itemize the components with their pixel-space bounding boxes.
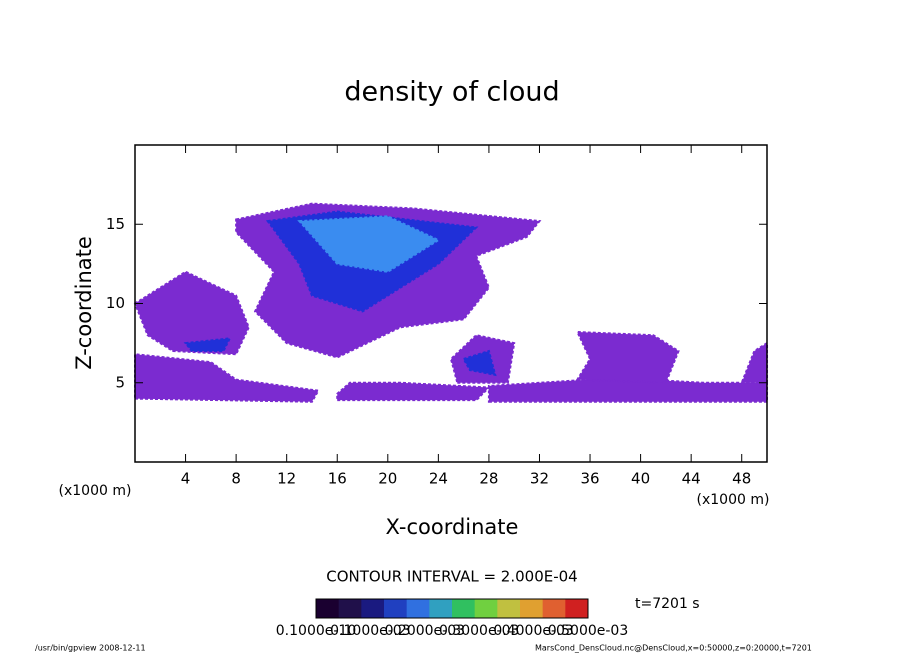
colorbar-label: 0.3000e-03 (439, 623, 519, 639)
x-tick-label: 24 (429, 470, 448, 488)
colorbar-cell (565, 599, 589, 618)
cloud-region (134, 353, 320, 403)
colorbar-cell (452, 599, 476, 618)
chart-title: density of cloud (344, 77, 559, 108)
colorbar-label: 0.5000e-03 (548, 623, 628, 639)
y-axis-label: Z-coordinate (72, 236, 96, 370)
cloud-region (133, 270, 250, 356)
y-unit: (x1000 m) (59, 483, 132, 499)
footer-right: MarsCond_DensCloud.nc@DensCloud,x=0:5000… (535, 644, 812, 653)
y-tick-label: 5 (115, 373, 125, 391)
colorbar-cell (474, 599, 498, 618)
x-tick-label: 16 (328, 470, 347, 488)
contour-interval: CONTOUR INTERVAL = 2.000E-04 (326, 568, 577, 586)
colorbar-cell (520, 599, 544, 618)
x-unit: (x1000 m) (697, 492, 770, 508)
colorbar-label: 0.2000e-03 (385, 623, 465, 639)
x-axis-label: X-coordinate (386, 515, 519, 539)
x-tick-label: 20 (378, 470, 397, 488)
x-tick-label: 12 (277, 470, 296, 488)
colorbar-label: 0.1000e-03 (330, 623, 410, 639)
cloud-region (462, 349, 497, 377)
colorbar-cell (316, 599, 340, 618)
colorbar-cell (429, 599, 453, 618)
x-tick-label: 4 (181, 470, 191, 488)
colorbar-cell (406, 599, 430, 618)
cloud-region (740, 341, 768, 384)
x-tick-label: 48 (732, 470, 751, 488)
colorbar-cell (338, 599, 362, 618)
colorbar-label: 0.1000e-10 (276, 623, 356, 639)
cloud-region (575, 330, 680, 384)
time-label: t=7201 s (635, 596, 700, 612)
cloud-region (183, 337, 232, 353)
x-tick-label: 8 (231, 470, 241, 488)
colorbar-cell (497, 599, 521, 618)
colorbar-cell (361, 599, 385, 618)
y-tick-label: 10 (106, 294, 125, 312)
x-tick-label: 36 (580, 470, 599, 488)
x-tick-label: 32 (530, 470, 549, 488)
x-tick-label: 40 (631, 470, 650, 488)
cloud-region (336, 381, 492, 402)
cloud-region (487, 376, 768, 403)
footer-left: /usr/bin/gpview 2008-12-11 (35, 644, 146, 653)
x-tick-label: 28 (479, 470, 498, 488)
colorbar-cell (542, 599, 566, 618)
cloud-region (297, 215, 441, 273)
colorbar-frame (315, 598, 589, 619)
colorbar-label: 0.4000e-03 (493, 623, 573, 639)
colorbar-cell (384, 599, 408, 618)
x-tick-label: 44 (682, 470, 701, 488)
y-tick-label: 15 (106, 215, 125, 233)
